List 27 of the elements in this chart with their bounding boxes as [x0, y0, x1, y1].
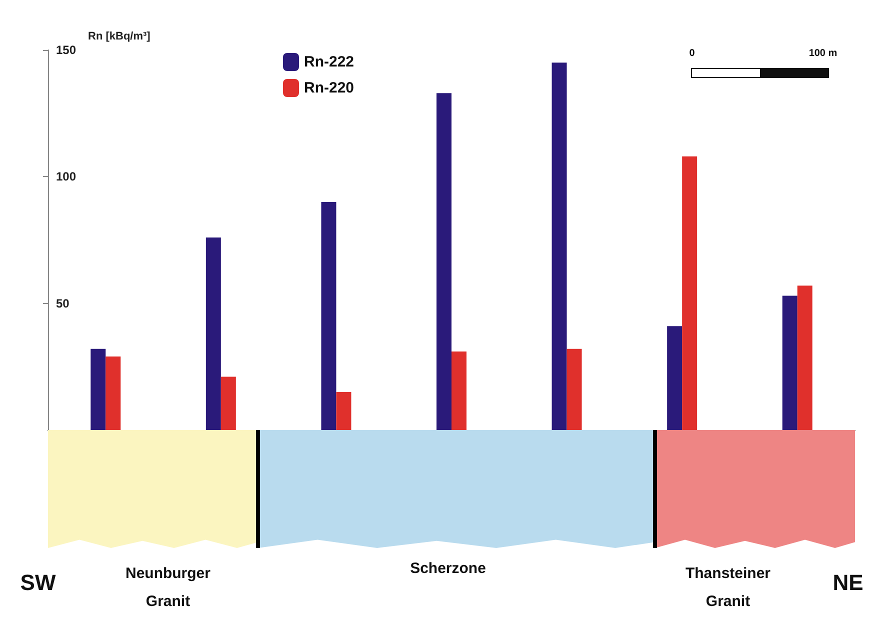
bar: [682, 156, 698, 430]
annotation: 100 m: [808, 48, 838, 59]
bar: [436, 93, 452, 430]
bar: [336, 392, 352, 430]
annotation: 0: [688, 48, 696, 59]
y-axis-title: Rn [kBq/m³]: [88, 30, 151, 42]
y-tick-label: 100: [56, 170, 76, 184]
text: NE: [832, 570, 864, 596]
bar: [782, 296, 798, 430]
bar: [667, 326, 682, 430]
text: Thansteiner Granit: [684, 564, 772, 612]
text: Scherzone: [409, 560, 487, 577]
bar: [206, 237, 221, 430]
bar: [552, 62, 567, 430]
text: Neunburger Granit: [124, 564, 212, 612]
legend-label: Rn-222: [304, 54, 354, 70]
y-tick-label: 150: [56, 43, 76, 57]
legend-label: Rn-220: [304, 80, 354, 96]
bar: [106, 356, 121, 430]
bar: [452, 351, 466, 430]
text: SW: [19, 570, 57, 596]
bar: [90, 348, 106, 430]
bar: [797, 286, 812, 430]
bar: [566, 348, 582, 430]
bar: [321, 202, 336, 430]
y-tick-label: 50: [56, 296, 70, 310]
bar: [220, 376, 236, 430]
